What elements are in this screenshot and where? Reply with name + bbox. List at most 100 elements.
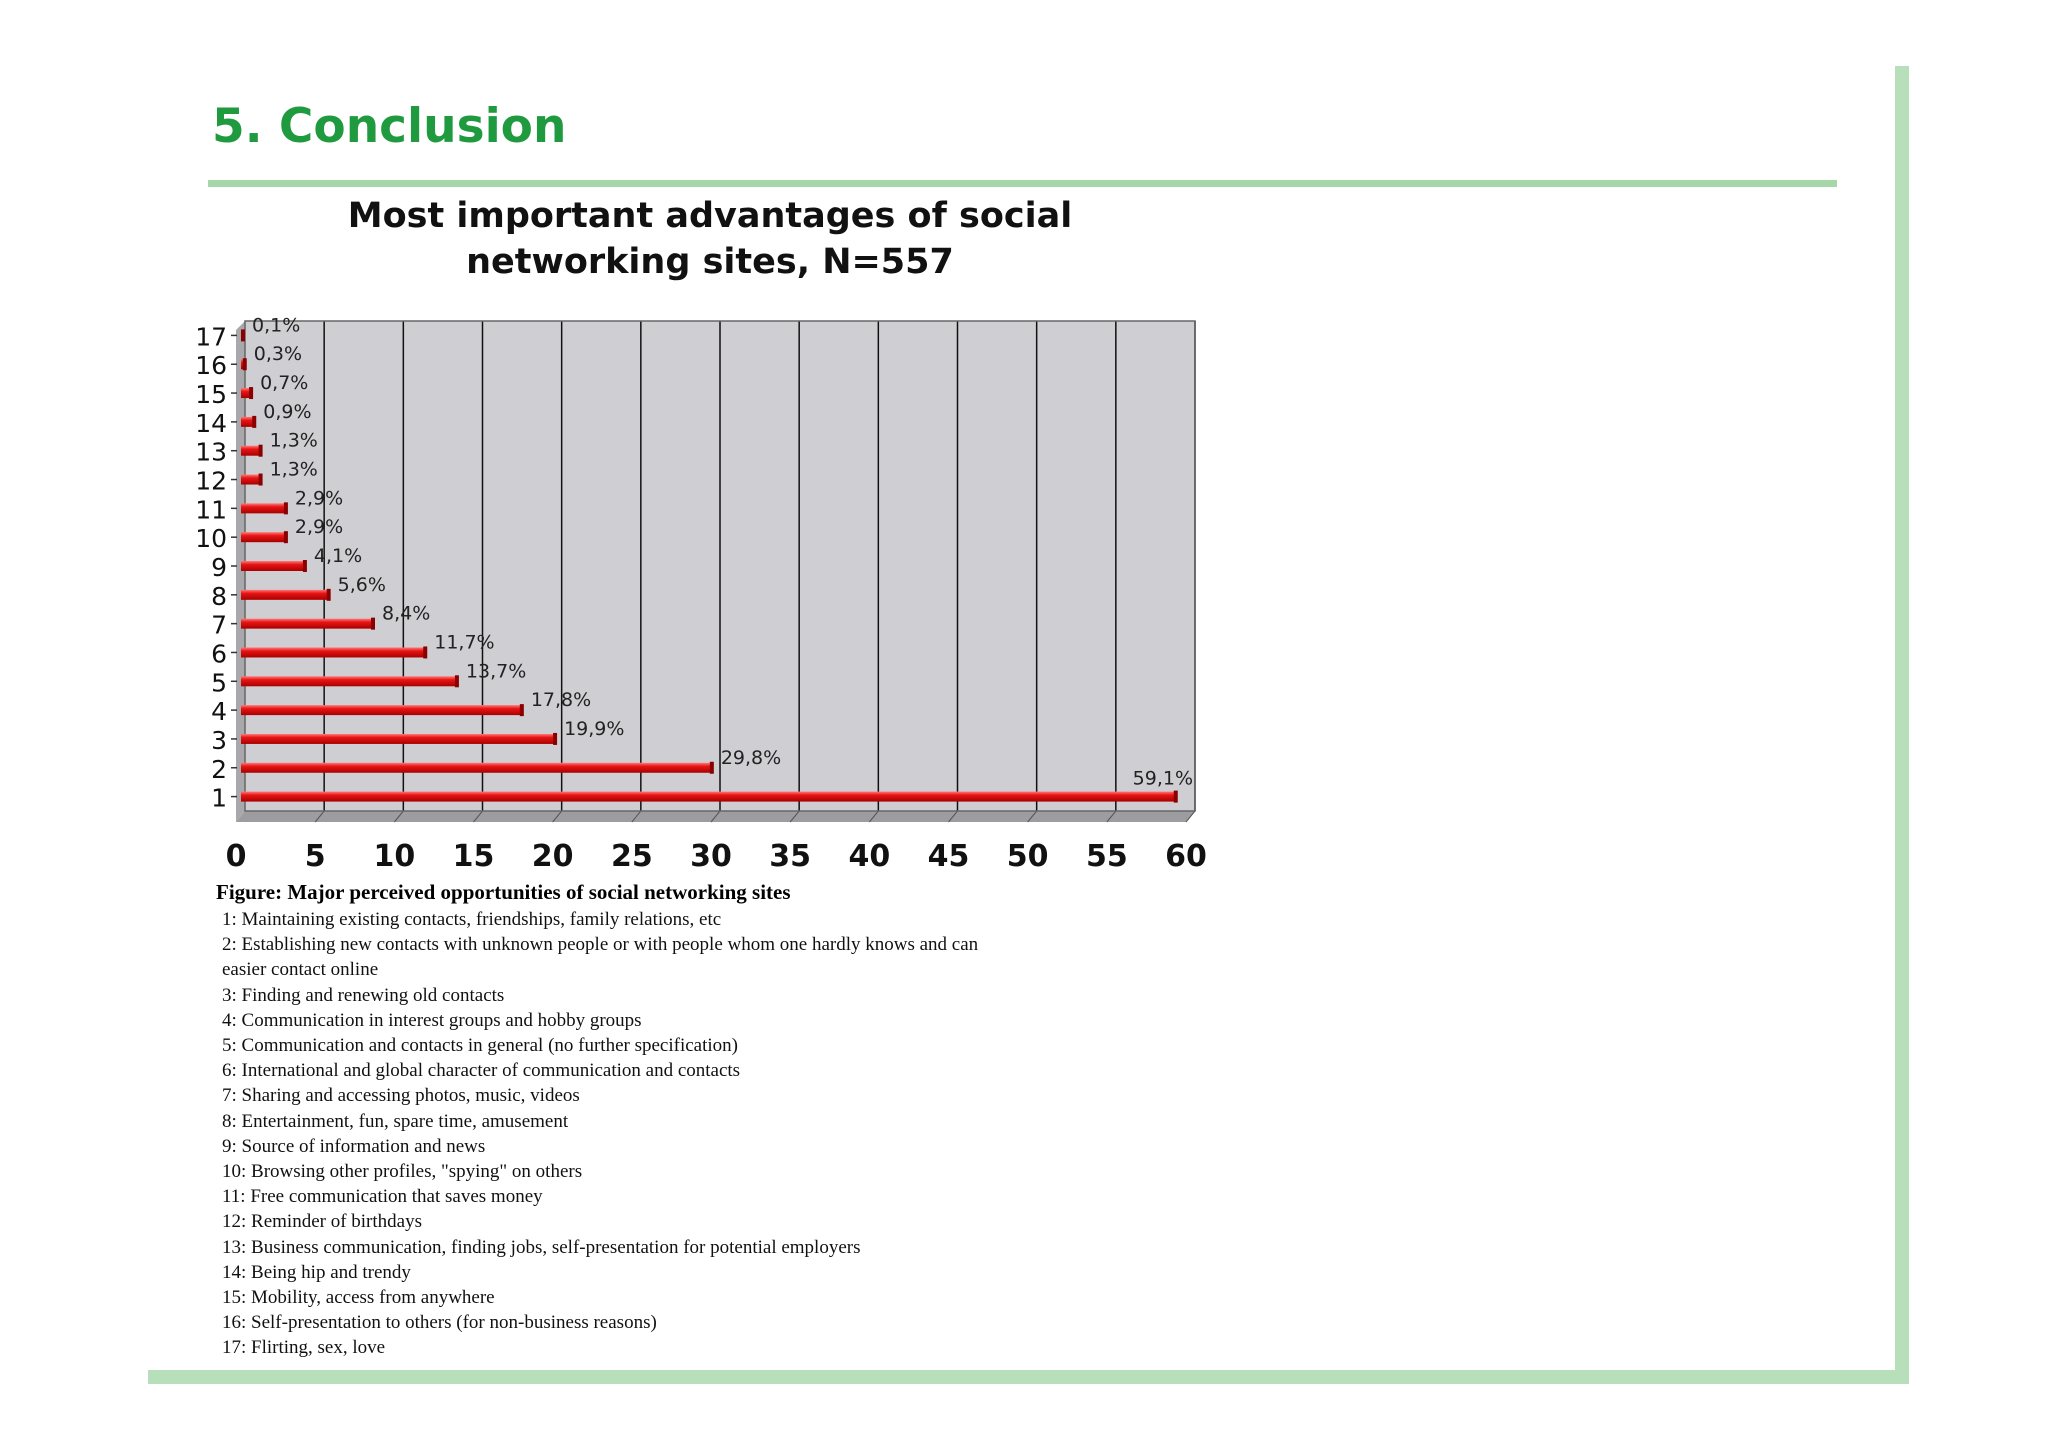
data-label: 1,3%: [270, 430, 318, 452]
bar-end-cap: [423, 646, 428, 659]
legend-item-12: 12: Reminder of birthdays: [222, 1211, 422, 1233]
bar: [241, 705, 523, 716]
legend-item-2-continued: easier contact online: [222, 959, 379, 981]
y-tick-label: 14: [195, 409, 227, 438]
data-label: 29,8%: [721, 747, 781, 769]
legend-item-5: 5: Communication and contacts in general…: [222, 1035, 738, 1057]
gridline-floor: [1185, 810, 1196, 823]
data-label: 59,1%: [1133, 768, 1193, 790]
data-label: 0,1%: [252, 314, 300, 336]
x-tick-label: 25: [611, 839, 653, 874]
y-tick-label: 11: [195, 495, 227, 524]
gridline-floor: [393, 810, 404, 823]
legend-item-3: 3: Finding and renewing old contacts: [222, 984, 505, 1006]
legend-list: 1: Maintaining existing contacts, friend…: [216, 907, 1216, 1361]
bar: [241, 733, 557, 744]
bar: [241, 474, 262, 485]
bar: [241, 762, 713, 773]
bar-end-cap: [1173, 790, 1178, 803]
gridline-floor: [789, 810, 800, 823]
y-tick-label: 15: [195, 380, 227, 409]
y-tick-label: 4: [211, 697, 227, 726]
x-tick-label: 10: [373, 839, 415, 874]
y-tick-label: 7: [211, 611, 227, 640]
x-tick-label: 30: [690, 839, 732, 874]
gridline-floor: [868, 810, 879, 823]
legend-item-10: 10: Browsing other profiles, "spying" on…: [222, 1161, 583, 1183]
legend-item-17: 17: Flirting, sex, love: [222, 1337, 386, 1359]
legend-item-6: 6: International and global character of…: [222, 1060, 741, 1082]
legend-item-4: 4: Communication in interest groups and …: [222, 1009, 642, 1031]
data-label: 0,7%: [260, 372, 308, 394]
chart-title-line-2: networking sites, N=557: [466, 242, 954, 282]
data-label: 0,9%: [263, 401, 311, 423]
slide-frame-bottom: [148, 1370, 1909, 1384]
legend-item-13: 13: Business communication, finding jobs…: [222, 1236, 861, 1258]
bar: [241, 618, 374, 629]
bar-end-cap: [709, 761, 714, 774]
data-label: 8,4%: [382, 603, 430, 625]
legend-item-11: 11: Free communication that saves money: [222, 1186, 543, 1208]
x-tick-label: 35: [769, 839, 811, 874]
legend-item-2: 2: Establishing new contacts with unknow…: [222, 934, 979, 956]
data-label: 19,9%: [564, 718, 624, 740]
bar-end-cap: [326, 588, 331, 601]
data-label: 0,3%: [254, 343, 302, 365]
bar-end-cap: [241, 329, 245, 342]
bar-end-cap: [252, 415, 257, 428]
gridline-floor: [1027, 810, 1038, 823]
bar-end-cap: [258, 473, 263, 486]
bar: [241, 532, 287, 543]
x-tick-label: 50: [1007, 839, 1049, 874]
bar-end-cap: [302, 560, 307, 572]
bar: [241, 561, 306, 571]
bar: [241, 589, 330, 600]
legend-item-7: 7: Sharing and accessing photos, music, …: [222, 1085, 580, 1107]
x-tick-label: 5: [305, 839, 326, 874]
x-tick-label: 45: [928, 839, 970, 874]
data-label: 1,3%: [270, 459, 318, 481]
bar-end-cap: [519, 704, 524, 717]
legend-item-15: 15: Mobility, access from anywhere: [222, 1287, 495, 1309]
gridline-floor: [1106, 810, 1117, 823]
gridline-floor: [314, 810, 325, 823]
legend-item-1: 1: Maintaining existing contacts, friend…: [222, 909, 722, 930]
bar-end-cap: [553, 732, 558, 745]
bar: [241, 416, 256, 427]
figure-legend: Figure: Major perceived opportunities of…: [216, 880, 1216, 1361]
x-tick-label: 20: [532, 839, 574, 874]
gridline-floor: [710, 810, 721, 823]
bar: [241, 388, 253, 399]
y-tick-label: 8: [211, 582, 227, 611]
slide-frame-right: [1895, 66, 1909, 1383]
x-tick-label: 55: [1086, 839, 1128, 874]
slide-title: 5. Conclusion: [212, 99, 567, 154]
gridline-floor: [473, 810, 483, 823]
data-label: 17,8%: [531, 689, 591, 711]
y-tick-label: 1: [211, 784, 227, 813]
y-tick-label: 16: [195, 351, 227, 380]
y-tick-label: 12: [195, 467, 227, 496]
bar-end-cap: [371, 617, 375, 630]
gridline-floor: [948, 810, 958, 823]
legend-item-14: 14: Being hip and trendy: [222, 1261, 411, 1283]
x-tick-label: 0: [226, 839, 247, 874]
y-tick-label: 13: [195, 438, 227, 467]
legend-item-16: 16: Self-presentation to others (for non…: [222, 1312, 657, 1334]
legend-item-8: 8: Entertainment, fun, spare time, amuse…: [222, 1110, 569, 1132]
bar: [241, 445, 262, 456]
y-tick-label: 17: [195, 322, 227, 351]
y-tick-label: 10: [195, 524, 227, 553]
bar: [241, 791, 1177, 802]
y-tick-label: 2: [211, 755, 227, 784]
y-tick-label: 5: [211, 668, 227, 697]
x-tick-label: 15: [453, 839, 495, 874]
data-label: 11,7%: [434, 631, 494, 653]
data-label: 4,1%: [314, 545, 362, 567]
y-tick-label: 3: [211, 726, 227, 755]
x-tick-label: 60: [1165, 839, 1207, 874]
bar-end-cap: [283, 502, 288, 515]
bar-end-cap: [242, 358, 247, 371]
gridline-floor: [552, 810, 563, 823]
chart-title-line-1: Most important advantages of social: [348, 196, 1073, 236]
